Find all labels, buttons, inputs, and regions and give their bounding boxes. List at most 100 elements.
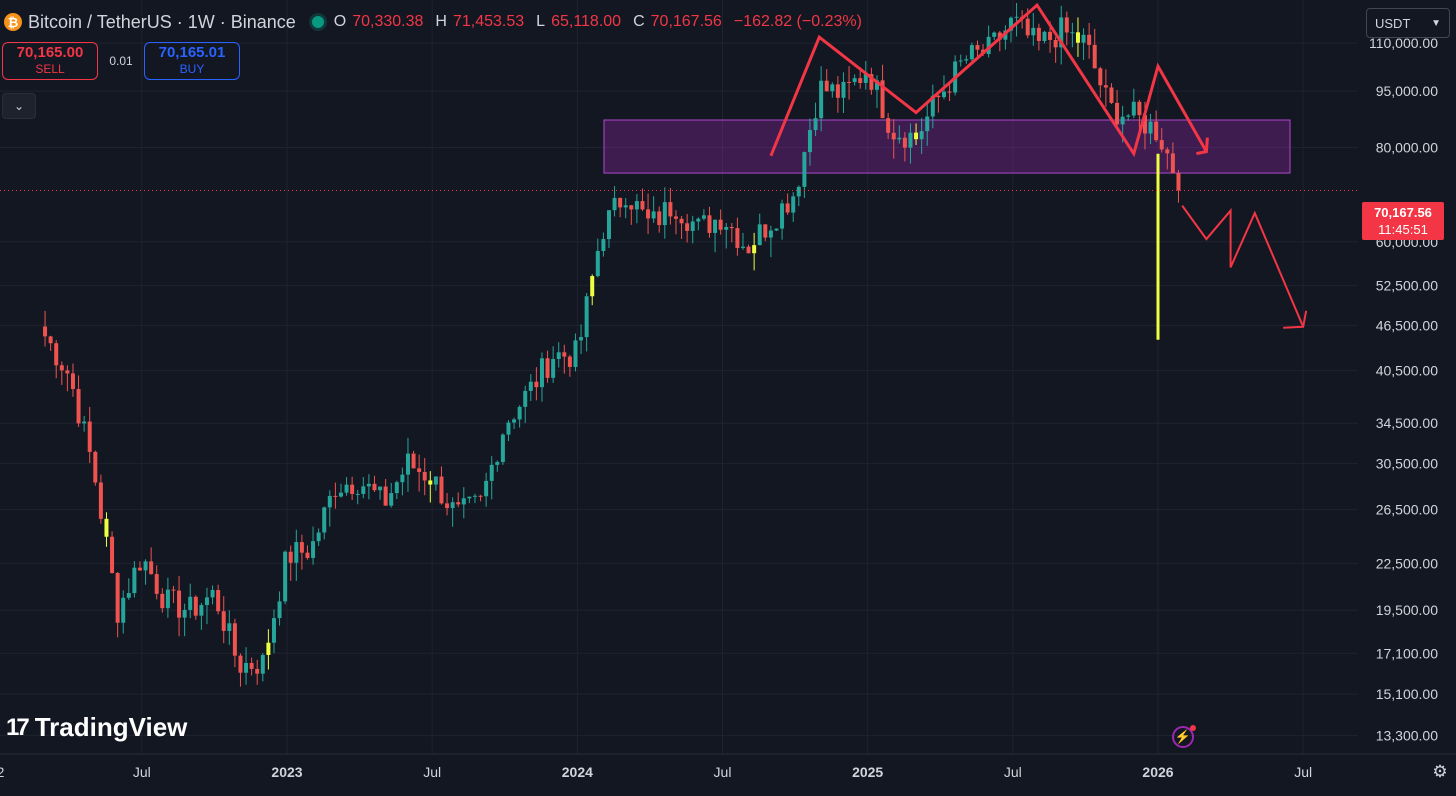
- candle: [1131, 88, 1136, 119]
- candle: [886, 112, 891, 139]
- currency-select[interactable]: USDT ▼: [1366, 8, 1450, 38]
- candle: [76, 375, 81, 427]
- candle: [472, 493, 477, 504]
- candle: [193, 595, 198, 620]
- candle: [539, 352, 544, 402]
- candle: [143, 559, 148, 585]
- candle: [350, 476, 355, 501]
- candle: [266, 629, 271, 670]
- time-axis[interactable]: 22 Jul 2023 Jul 2024 Jul 2025 Jul 2026 Jul: [0, 753, 1456, 780]
- high-value: 71,453.53: [452, 13, 525, 30]
- candle: [283, 550, 288, 605]
- candle: [707, 206, 712, 238]
- x-tick-label-5: Jul: [714, 764, 732, 780]
- sell-button[interactable]: 70,165.00 SELL: [2, 42, 98, 80]
- currency-label: USDT: [1375, 15, 1411, 31]
- candle: [383, 479, 388, 506]
- candlestick-series: [43, 3, 1181, 687]
- candle: [227, 610, 232, 645]
- candle: [634, 194, 639, 224]
- chart-settings-button[interactable]: ⚙: [1430, 762, 1450, 782]
- candle: [316, 528, 321, 546]
- open-key: O: [333, 13, 347, 30]
- symbol-title[interactable]: Bitcoin / TetherUS · 1W · Binance: [28, 11, 296, 32]
- candle: [958, 54, 963, 67]
- candle: [177, 576, 182, 637]
- y-tick-label-1: 95,000.00: [1376, 83, 1438, 99]
- candle: [891, 119, 896, 159]
- candle: [417, 454, 422, 492]
- resistance-zone: [603, 119, 1291, 174]
- buy-price: 70,165.01: [158, 44, 226, 61]
- candle: [260, 652, 265, 682]
- candle: [729, 223, 734, 243]
- candle: [863, 61, 868, 90]
- candle: [824, 69, 829, 92]
- y-tick-label-0: 110,000.00: [1369, 35, 1438, 51]
- candle: [545, 350, 550, 383]
- candle: [925, 102, 930, 146]
- candle: [1092, 28, 1097, 69]
- candle: [422, 458, 427, 496]
- candle: [378, 486, 383, 500]
- candle: [791, 192, 796, 222]
- candle: [802, 151, 807, 198]
- y-tick-label-4: 52,500.00: [1376, 278, 1438, 294]
- candle: [70, 363, 75, 397]
- candle: [1059, 5, 1064, 65]
- candle: [461, 487, 466, 519]
- candle: [433, 476, 438, 491]
- price-axis[interactable]: 110,000.0095,000.0080,000.0060,000.0052,…: [1358, 0, 1456, 754]
- candle: [467, 496, 472, 504]
- candle: [506, 420, 511, 442]
- candle: [288, 545, 293, 581]
- zone-rect: [603, 119, 1291, 174]
- candle: [244, 647, 249, 685]
- close-key: C: [633, 13, 645, 30]
- candle: [679, 215, 684, 239]
- candle: [394, 480, 399, 500]
- candle: [1031, 12, 1036, 46]
- candle: [1064, 11, 1069, 46]
- head-shoulders-line: [769, 2, 1208, 158]
- x-tick-label-1: Jul: [133, 764, 151, 780]
- candle: [579, 324, 584, 354]
- buy-button[interactable]: 70,165.01 BUY: [144, 42, 240, 80]
- candle: [657, 206, 662, 233]
- candle: [305, 545, 310, 560]
- candle: [65, 365, 70, 392]
- candle: [82, 415, 87, 432]
- pattern-arrowhead: [1196, 137, 1209, 156]
- bitcoin-icon: ₿: [4, 13, 22, 31]
- candle: [154, 565, 159, 600]
- projection-arrowhead: [1283, 310, 1308, 329]
- candle: [160, 588, 165, 613]
- candle: [646, 193, 651, 235]
- candle: [830, 82, 835, 98]
- candle: [556, 342, 561, 368]
- x-tick-label-2: 2023: [271, 764, 302, 780]
- candle: [964, 55, 969, 64]
- candle: [405, 437, 410, 492]
- gear-icon: ⚙: [1432, 762, 1448, 781]
- x-tick-label-6: 2025: [852, 764, 883, 780]
- candle: [1170, 142, 1175, 174]
- x-tick-label-4: 2024: [562, 764, 593, 780]
- change-value: −162.82 (−0.23%): [733, 13, 862, 30]
- alerts-bolt-button[interactable]: ⚡: [1172, 725, 1196, 748]
- candle: [869, 67, 874, 95]
- candle: [763, 224, 768, 242]
- candle: [299, 534, 304, 570]
- candle: [188, 583, 193, 619]
- candle: [372, 475, 377, 493]
- candle: [919, 117, 924, 154]
- candle: [640, 188, 645, 211]
- candle: [880, 64, 885, 119]
- candle: [908, 123, 913, 164]
- collapse-legend-button[interactable]: ⌄: [2, 93, 36, 119]
- y-tick-label-9: 26,500.00: [1376, 502, 1438, 518]
- candle: [662, 187, 667, 239]
- candle: [757, 213, 762, 246]
- tradingview-logo[interactable]: 17 TradingView: [6, 712, 187, 743]
